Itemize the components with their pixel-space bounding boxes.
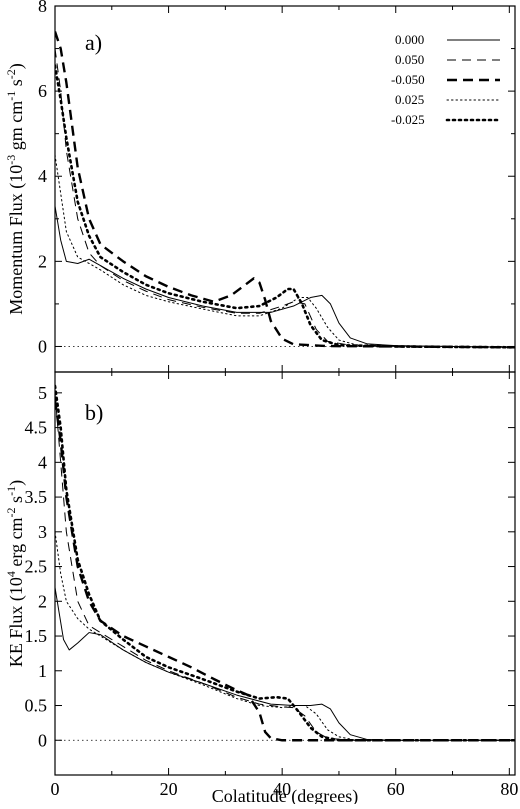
y-label-close: ) <box>6 63 27 69</box>
panel-label: a) <box>85 30 102 55</box>
x-axis-label: Colatitude (degrees) <box>212 786 358 804</box>
series-line--0.050 <box>55 399 515 742</box>
legend: 0.000 0.050 -0.050 0.025 -0.025 <box>391 32 502 127</box>
series-line-0.000 <box>55 205 515 348</box>
series-line-0.025 <box>55 531 515 741</box>
y-tick-label: 8 <box>38 0 47 16</box>
y-tick-label: 4 <box>38 166 47 186</box>
y-label-units: erg cm <box>6 517 26 571</box>
y-label-exp: -3 <box>4 155 18 165</box>
series-line-0.050 <box>55 48 515 348</box>
panel-a: 0 2 4 6 8 a) Momentum Flux (10-3 gm cm-1 s-2) 0… <box>4 0 516 373</box>
y-axis-label: Momentum Flux (10-3 gm cm-1 s-2) <box>4 63 27 315</box>
y-label-main: Momentum Flux (10 <box>6 165 27 315</box>
y-tick-label: 5 <box>38 383 47 403</box>
x-tick-label: 60 <box>387 779 405 799</box>
y-tick-label: 3 <box>38 522 47 542</box>
y-tick-label: 0 <box>38 730 47 750</box>
y-label-main: KE Flux (10 <box>6 577 27 667</box>
series-line--0.025 <box>55 64 515 349</box>
series-line--0.050 <box>55 31 515 349</box>
legend-label: 0.050 <box>395 52 424 67</box>
y-tick-label: 1.5 <box>25 626 48 646</box>
y-tick-label: 4 <box>38 452 47 472</box>
y-label-units-mid: s <box>6 496 26 508</box>
x-tick-label: 0 <box>51 779 60 799</box>
y-label-units-mid: s <box>6 79 26 91</box>
panel-label: b) <box>85 400 103 425</box>
legend-label: 0.000 <box>395 32 424 47</box>
y-tick-label: 2 <box>38 251 47 271</box>
plot-frame <box>54 371 516 776</box>
legend-label: -0.025 <box>391 112 425 127</box>
y-tick-label: 3.5 <box>25 487 48 507</box>
y-tick-label: 2 <box>38 591 47 611</box>
series-line-0.025 <box>55 154 515 348</box>
series-line-0.000 <box>55 587 515 741</box>
y-tick-label: 4.5 <box>25 418 48 438</box>
y-tick-label: 0 <box>38 336 47 356</box>
legend-label: 0.025 <box>395 92 424 107</box>
y-tick-label: 1 <box>38 661 47 681</box>
y-label-exp: 4 <box>4 571 18 577</box>
y-tick-label: 2.5 <box>25 557 48 577</box>
x-tick-label: 20 <box>160 779 178 799</box>
legend-label: -0.050 <box>391 72 425 87</box>
series-line--0.025 <box>55 384 515 742</box>
y-label-units-exp2: -1 <box>4 486 18 496</box>
x-tick-label: 40 <box>273 779 291 799</box>
y-tick-label: 6 <box>38 81 47 101</box>
x-tick-label: 80 <box>500 779 518 799</box>
y-label-units-exp1: -2 <box>4 507 18 517</box>
y-axis-label: KE Flux (104 erg cm-2 s-1) <box>4 480 27 667</box>
y-label-close: ) <box>6 480 27 486</box>
plot-frame <box>54 5 516 373</box>
y-label-units-exp2: -2 <box>4 69 18 79</box>
panel-b: 0 0.5 1 1.5 2 2.5 3 3.5 4 4.5 5 0 20 40 60 80 b) KE Flux … <box>4 371 518 807</box>
y-label-units: gm cm <box>6 101 26 155</box>
y-tick-label: 0.5 <box>25 696 48 716</box>
series-line-0.050 <box>55 392 515 741</box>
y-label-units-exp1: -1 <box>4 91 18 101</box>
